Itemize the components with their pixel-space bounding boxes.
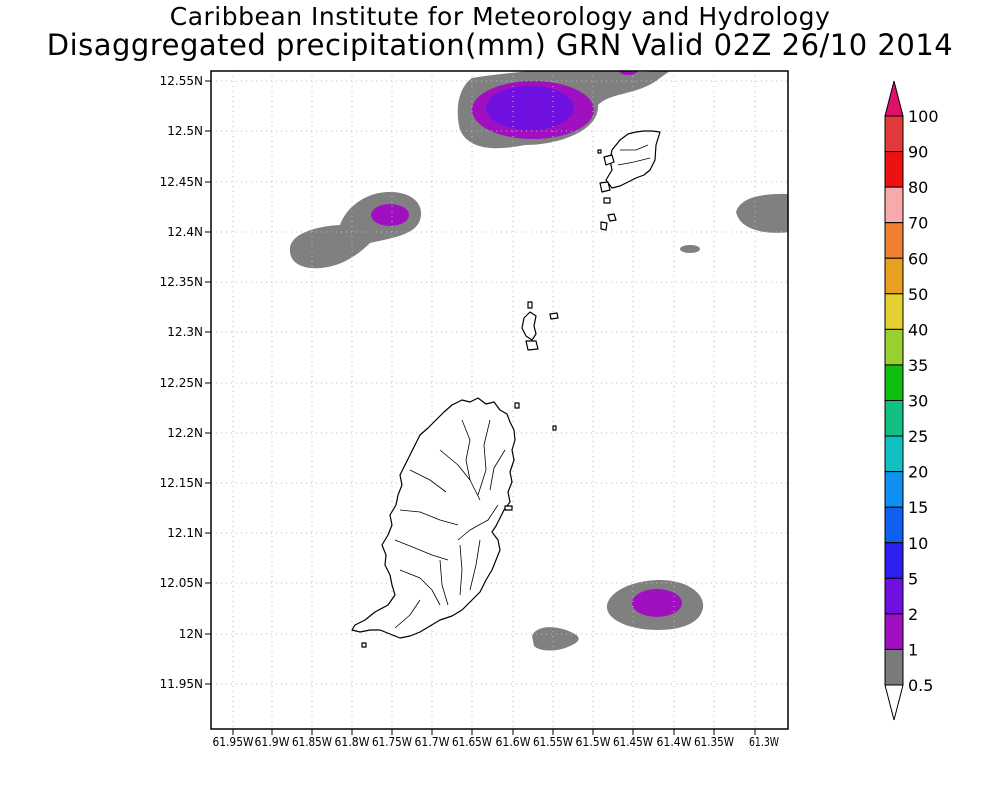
islet-5 (597, 149, 602, 154)
lon-label: 61.6W (496, 735, 531, 749)
lat-label: 12.15N (160, 476, 203, 490)
lon-label: 61.75W (372, 735, 412, 749)
colorbar-label: 60 (908, 249, 928, 268)
lat-label: 12.55N (160, 74, 203, 88)
rain-area-southeast-medium (632, 589, 682, 617)
lon-label: 61.45W (613, 735, 653, 749)
map-frame (210, 70, 789, 730)
lat-label: 11.95N (160, 677, 203, 691)
lat-label: 12.2N (167, 426, 203, 440)
coastlines (351, 130, 661, 648)
colorbar-swatch (884, 577, 904, 615)
colorbar-label: 25 (908, 427, 928, 446)
islet-8 (549, 312, 559, 320)
lon-label: 61.85W (292, 735, 332, 749)
precipitation-layer (289, 71, 788, 651)
colorbar-label: 20 (908, 463, 928, 482)
rain-area-northwest-medium (371, 204, 409, 226)
islet-1 (599, 181, 611, 193)
colorbar-label: 30 (908, 392, 928, 411)
lat-label: 12.5N (167, 124, 203, 138)
colorbar-label: 40 (908, 320, 928, 339)
colorbar-swatch (884, 613, 904, 650)
colorbar-label: 2 (908, 605, 918, 624)
lat-label: 12.45N (160, 175, 203, 189)
colorbar-label: 70 (908, 214, 928, 233)
lat-label: 12.35N (160, 275, 203, 289)
chart-subtitle: Disaggregated precipitation(mm) GRN Vali… (46, 28, 954, 62)
colorbar-swatch (884, 222, 904, 259)
colorbar-swatch (884, 435, 904, 473)
lat-label: 12.1N (167, 526, 203, 540)
islet-2 (603, 197, 611, 204)
colorbar-label: 100 (908, 107, 939, 126)
islet-11 (504, 505, 513, 511)
colorbar-swatch (884, 186, 904, 224)
lon-label: 61.3W (749, 735, 779, 749)
gridlines (211, 71, 788, 729)
colorbar-swatch (884, 364, 904, 401)
islet-7 (527, 301, 533, 309)
lon-label: 61.55W (533, 735, 573, 749)
lon-label: 61.4W (657, 735, 692, 749)
colorbar-label: 80 (908, 178, 928, 197)
rain-area-east (736, 193, 788, 233)
colorbar-swatch (884, 328, 904, 366)
colorbar-top-arrow (884, 80, 904, 117)
carriacou-parish-lines (617, 144, 651, 166)
colorbar-swatch (884, 400, 904, 437)
lat-label: 12.05N (160, 576, 203, 590)
islet-9 (514, 402, 520, 409)
grenada-rivers (394, 419, 506, 629)
colorbar-label: 5 (908, 569, 918, 588)
colorbar-labels: 100 90 80 70 60 50 40 35 30 25 20 15 10 5 2 1 0.5 (908, 107, 939, 695)
lon-label: 61.95W (213, 735, 254, 749)
colorbar-bottom-arrow (884, 684, 904, 721)
rain-area-east-small (680, 245, 700, 253)
colorbar-swatch (884, 257, 904, 295)
chart-title: Caribbean Institute for Meteorology and … (169, 2, 831, 31)
islet-12 (361, 642, 367, 648)
rain-area-north-heavy (486, 86, 574, 130)
colorbar-label: 0.5 (908, 676, 933, 695)
colorbar-swatch (884, 506, 904, 544)
lon-label: 61.5W (576, 735, 611, 749)
lon-label: 61.8W (335, 735, 370, 749)
lat-label: 12.3N (167, 325, 203, 339)
colorbar-swatch (884, 151, 904, 188)
map-plot-area (211, 71, 788, 729)
axis-ticks (205, 80, 756, 735)
islet-4 (600, 221, 608, 231)
colorbar-label: 10 (908, 534, 928, 553)
colorbar-swatch (884, 293, 904, 330)
lon-label: 61.65W (452, 735, 492, 749)
ronde-island (521, 311, 537, 341)
lon-label: 61.9W (255, 735, 290, 749)
islet-3 (607, 213, 617, 222)
colorbar-swatch (884, 648, 904, 686)
rain-area-north-edge (619, 71, 637, 75)
longitude-labels: 61.95W 61.9W 61.85W 61.8W 61.75W 61.7W 6… (213, 735, 780, 749)
islet-6 (525, 340, 539, 351)
petite-martinique (603, 154, 615, 166)
lat-label: 12.25N (160, 376, 203, 390)
lat-label: 12.4N (167, 225, 203, 239)
latitude-labels: 12.55N 12.5N 12.45N 12.4N 12.35N 12.3N 1… (160, 74, 203, 691)
colorbar-label: 50 (908, 285, 928, 304)
islet-10 (552, 425, 557, 431)
lon-label: 61.35W (694, 735, 734, 749)
lat-label: 12N (179, 627, 203, 641)
rain-area-south (532, 627, 579, 651)
colorbar-label: 1 (908, 640, 918, 659)
colorbar-swatch (884, 471, 904, 508)
colorbar-label: 35 (908, 356, 928, 375)
colorbar-label: 90 (908, 143, 928, 162)
colorbar (884, 80, 904, 721)
colorbar-swatch (884, 115, 904, 153)
grenada-island (351, 397, 516, 639)
colorbar-swatch (884, 542, 904, 579)
colorbar-label: 15 (908, 498, 928, 517)
lon-label: 61.7W (415, 735, 450, 749)
